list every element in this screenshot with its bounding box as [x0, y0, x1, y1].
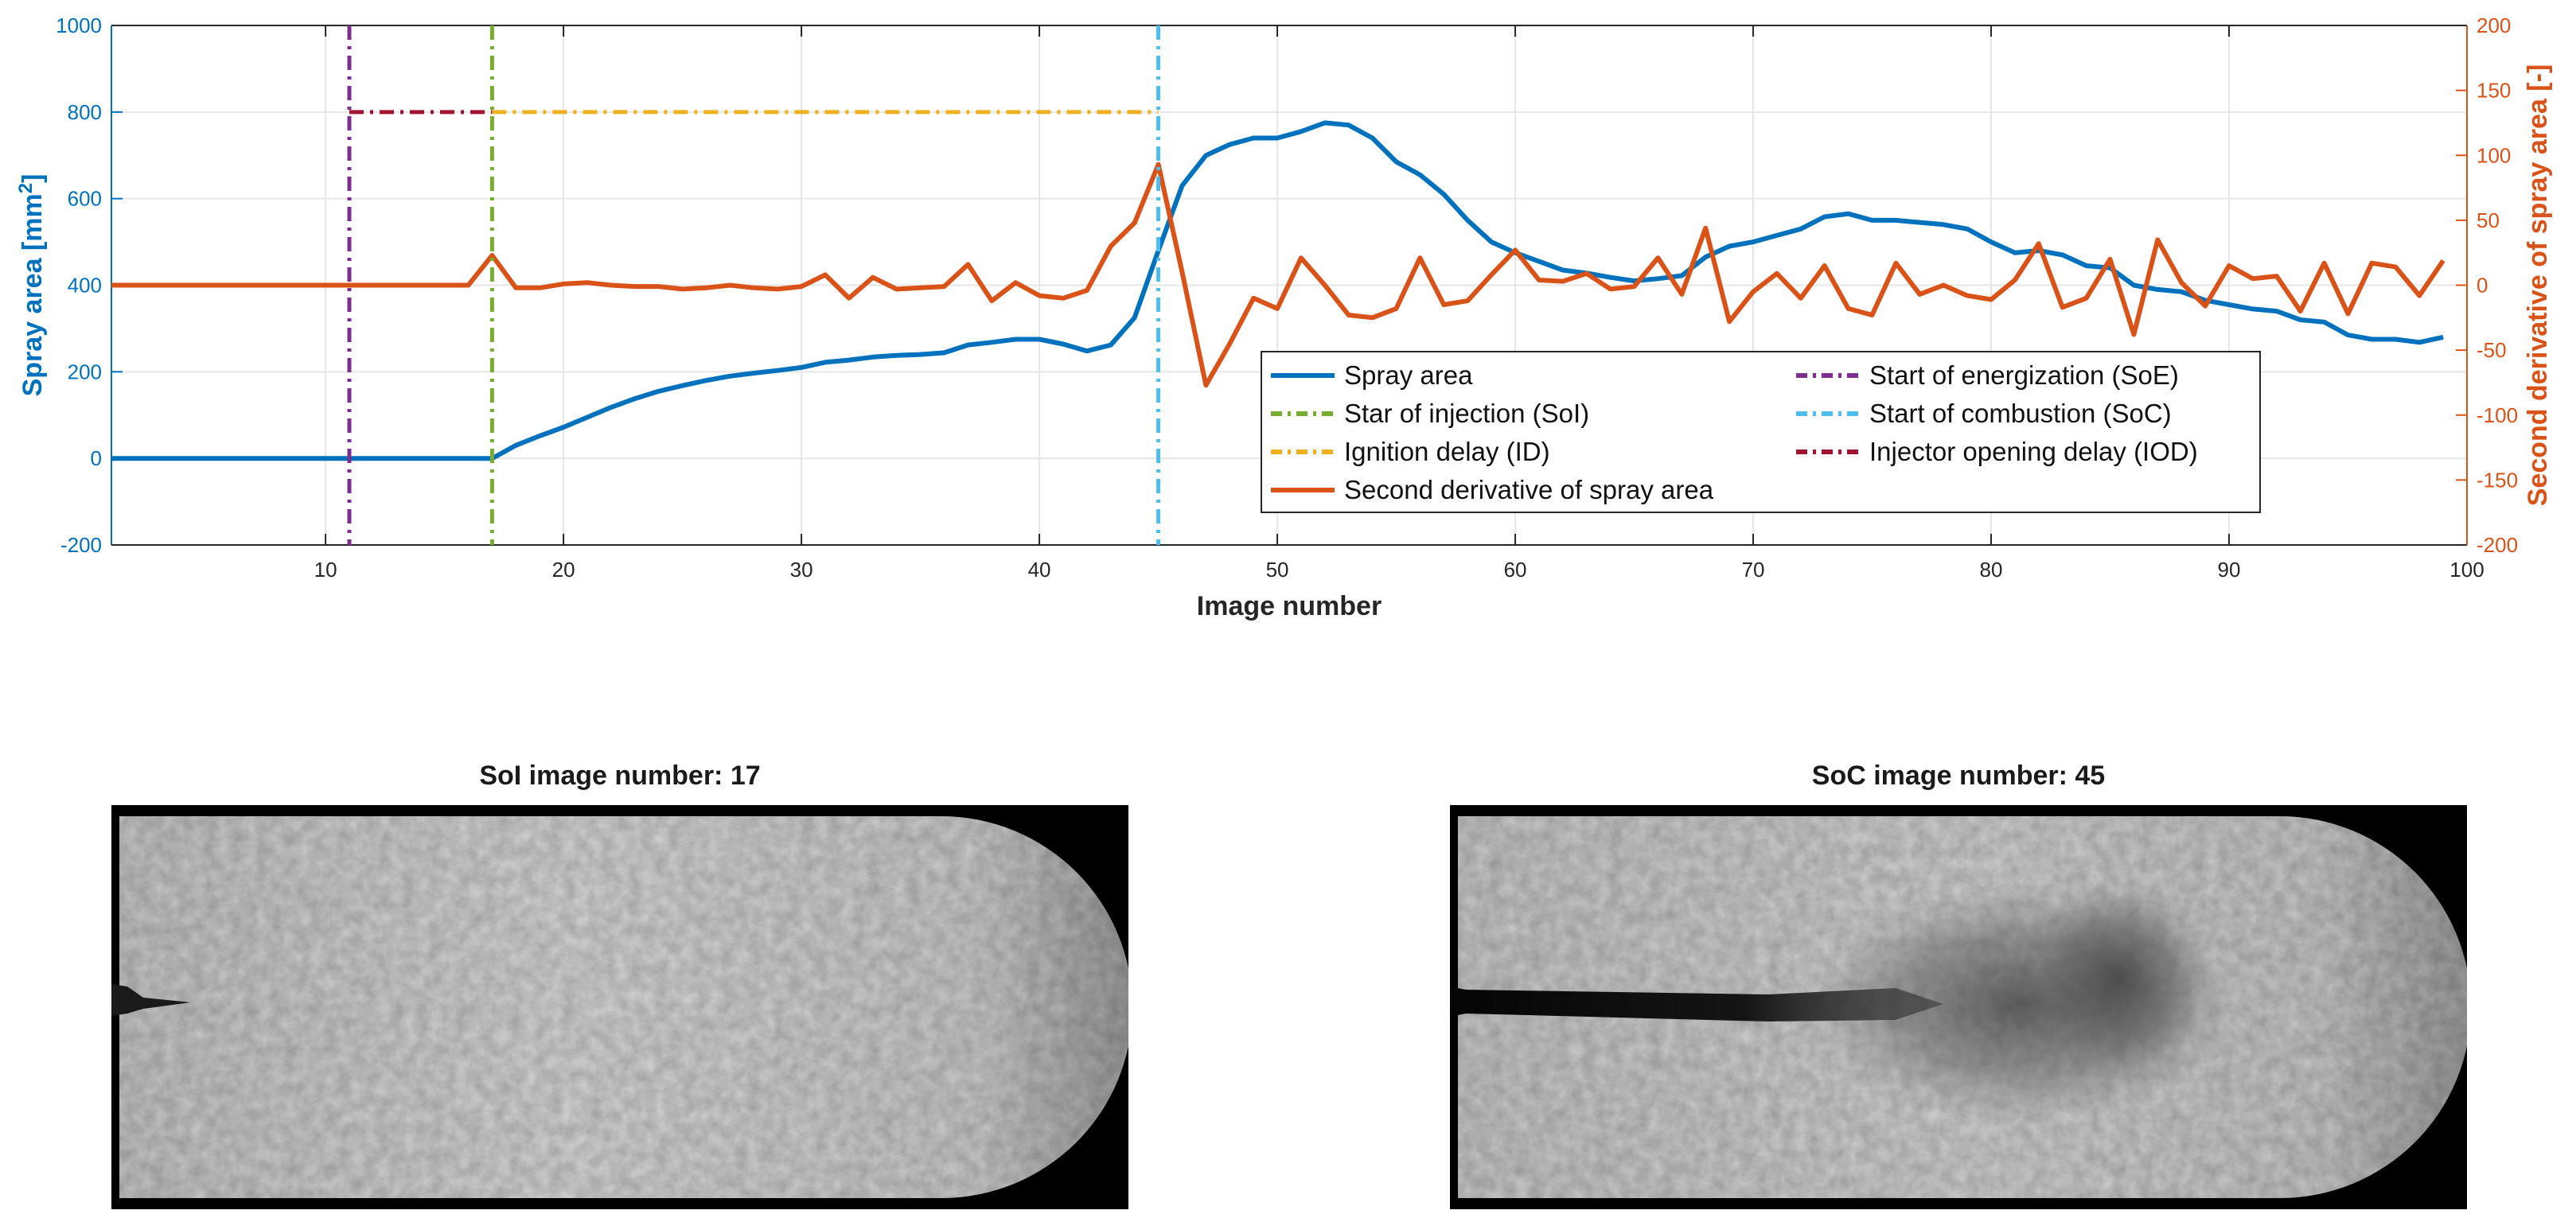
y-left-tick-label: 1000	[56, 14, 102, 37]
legend-item: Spray area	[1271, 360, 1473, 390]
soc-spray-jet	[1450, 986, 1943, 1021]
series-second-derivative	[111, 161, 2445, 388]
legend-label: Ignition delay (ID)	[1344, 437, 1550, 466]
y-left-axis-label: Spray area [mm2]	[15, 174, 48, 397]
y-left-tick-label: -200	[60, 533, 102, 557]
y-left-tick-label: 600	[68, 187, 102, 211]
x-tick-label: 30	[790, 558, 813, 582]
x-tick-label: 70	[1742, 558, 1765, 582]
y-left-tick-label: 200	[68, 360, 102, 383]
x-tick-label: 50	[1266, 558, 1289, 582]
y-right-tick-label: 100	[2477, 143, 2511, 167]
y-right-tick-label: 150	[2477, 79, 2511, 103]
spray-area-chart: 10 20 30 40 50 60 70 80 90 100-200020040060080010…	[15, 14, 2553, 621]
legend-item: Start of combustion (SoC)	[1796, 399, 2172, 428]
legend-label: Spray area	[1344, 360, 1473, 390]
legend-label: Star of injection (SoI)	[1344, 399, 1589, 428]
x-tick-label: 60	[1504, 558, 1527, 582]
legend-item: Star of injection (SoI)	[1271, 399, 1589, 428]
y-left-tick-label: 800	[68, 100, 102, 124]
legend-box	[1261, 351, 2261, 513]
soi-panel-title: SoI image number: 17	[479, 761, 761, 791]
soi-chamber-image	[111, 805, 1128, 1209]
soc-chamber-image	[1450, 805, 2467, 1209]
y-right-tick-label: 50	[2477, 208, 2500, 232]
x-tick-label: 10	[314, 558, 337, 582]
x-tick-label: 80	[1980, 558, 2003, 582]
legend-label: Start of energization (SoE)	[1869, 360, 2179, 390]
soc-panel-title: SoC image number: 45	[1811, 761, 2106, 791]
y-right-tick-label: 0	[2477, 274, 2488, 298]
y-right-tick-label: 200	[2477, 14, 2511, 37]
legend-label: Start of combustion (SoC)	[1869, 399, 2172, 428]
x-tick-label: 40	[1028, 558, 1051, 582]
x-tick-label: 90	[2218, 558, 2241, 582]
y-left-tick-label: 400	[68, 274, 102, 298]
series-spray-area	[111, 120, 2444, 461]
legend: Spray area Start of energization (SoE) Sta…	[1261, 351, 2261, 513]
y-right-tick-label: -200	[2477, 533, 2518, 557]
legend-item: Start of energization (SoE)	[1796, 360, 2179, 390]
legend-item: Injector opening delay (IOD)	[1796, 437, 2198, 466]
legend-label: Second derivative of spray area	[1344, 475, 1714, 504]
y-right-tick-label: -150	[2477, 468, 2518, 492]
y-right-tick-label: -100	[2477, 403, 2518, 427]
legend-item: Ignition delay (ID)	[1271, 437, 1550, 466]
y-right-tick-label: -50	[2477, 338, 2507, 362]
x-axis-label: Image number	[1197, 591, 1382, 621]
legend-item: Second derivative of spray area	[1271, 475, 1714, 504]
x-tick-label: 20	[552, 558, 575, 582]
x-tick-label: 100	[2449, 558, 2484, 582]
soi-injector-nozzle	[111, 984, 191, 1016]
y-right-axis-label: Second derivative of spray area [-]	[2523, 64, 2553, 507]
y-left-tick-label: 0	[91, 446, 102, 470]
legend-label: Injector opening delay (IOD)	[1869, 437, 2198, 466]
